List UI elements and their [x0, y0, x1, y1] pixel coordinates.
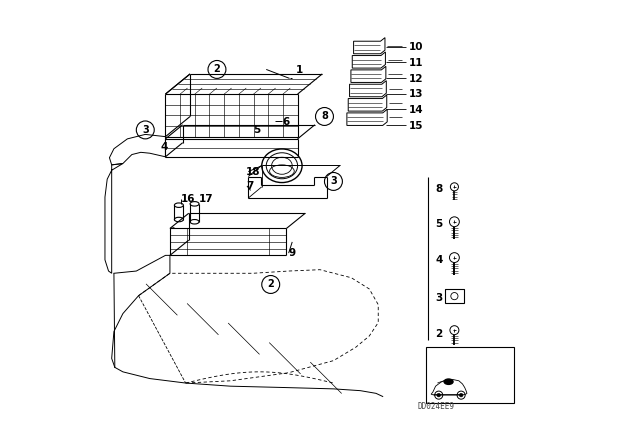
Text: 6: 6: [282, 117, 289, 127]
Text: 4: 4: [435, 255, 442, 265]
Ellipse shape: [444, 379, 453, 384]
Text: 8: 8: [435, 184, 442, 194]
Text: 18: 18: [246, 167, 260, 177]
Text: 12: 12: [409, 74, 423, 84]
Text: 17: 17: [199, 194, 214, 204]
Text: 14: 14: [409, 105, 423, 115]
Text: 4: 4: [161, 142, 168, 152]
Circle shape: [460, 393, 463, 397]
Text: 11: 11: [409, 58, 423, 68]
Text: 3: 3: [142, 125, 148, 135]
Text: 1: 1: [296, 65, 303, 75]
Circle shape: [437, 393, 440, 397]
Text: 3: 3: [330, 177, 337, 186]
Text: 13: 13: [409, 89, 423, 99]
Text: 5: 5: [435, 219, 442, 229]
Text: 2: 2: [214, 65, 220, 74]
Text: 8: 8: [321, 112, 328, 121]
Text: 16: 16: [181, 194, 196, 204]
Text: 15: 15: [409, 121, 423, 131]
Text: 5: 5: [253, 125, 260, 135]
Text: 10: 10: [409, 42, 423, 52]
Text: 3: 3: [435, 293, 442, 303]
Text: 7: 7: [246, 181, 253, 191]
Text: DD024EE9: DD024EE9: [418, 402, 455, 411]
Text: 9: 9: [289, 248, 296, 258]
Text: 2: 2: [435, 329, 442, 339]
Text: 2: 2: [268, 280, 274, 289]
